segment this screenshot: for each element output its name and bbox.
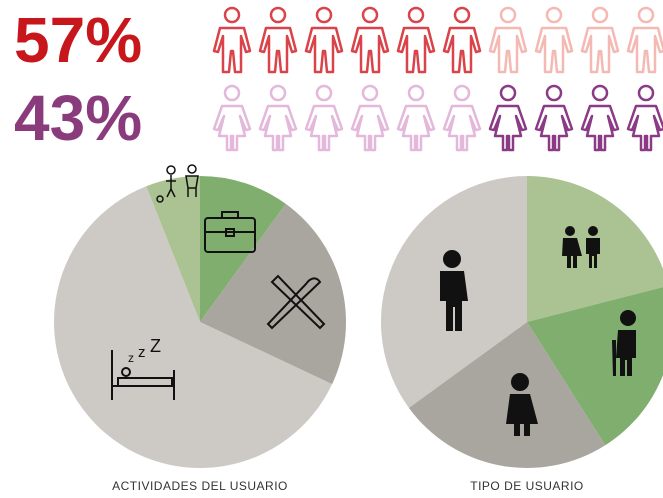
person-icon	[212, 6, 252, 74]
cutlery-icon	[266, 274, 326, 330]
kids-icon	[562, 226, 600, 268]
pie-title: ACTIVIDADES DEL USUARIO	[112, 479, 288, 493]
person-head	[637, 84, 655, 102]
person-body	[626, 104, 663, 152]
woman-icon	[506, 373, 538, 436]
person-body	[534, 104, 574, 152]
bed-icon: z z Z	[111, 336, 175, 400]
percentage-label: 57%	[14, 4, 142, 76]
person-icon	[580, 84, 620, 152]
person-body	[534, 26, 574, 74]
person-head	[361, 84, 379, 102]
pictogram: 57%43%	[14, 4, 663, 154]
person-head	[407, 6, 425, 24]
person-icon	[396, 84, 436, 152]
person-body	[304, 26, 344, 74]
person-head	[223, 84, 241, 102]
person-body	[350, 26, 390, 74]
briefcase-icon	[204, 211, 256, 253]
svg-text:Z: Z	[150, 336, 161, 356]
person-head	[269, 6, 287, 24]
person-body	[442, 26, 482, 74]
person-icon	[304, 84, 344, 152]
person-head	[499, 84, 517, 102]
person-icon	[580, 6, 620, 74]
person-body	[258, 104, 298, 152]
pie-slice	[408, 322, 606, 468]
person-head	[407, 84, 425, 102]
percentage-label: 43%	[14, 82, 142, 154]
person-body	[396, 104, 436, 152]
svg-text:z: z	[138, 344, 146, 361]
person-head	[269, 84, 287, 102]
person-icon	[442, 6, 482, 74]
person-head	[499, 6, 517, 24]
person-head	[545, 6, 563, 24]
person-head	[591, 84, 609, 102]
person-head	[637, 6, 655, 24]
person-body	[212, 26, 252, 74]
person-icon	[626, 84, 663, 152]
person-icon	[350, 6, 390, 74]
person-body	[304, 104, 344, 152]
pie-slice	[200, 203, 346, 385]
person-icon	[258, 84, 298, 152]
person-body	[626, 26, 663, 74]
person-body	[396, 26, 436, 74]
person-head	[315, 84, 333, 102]
pie-title: TIPO DE USUARIO	[470, 479, 584, 493]
person-body	[212, 104, 252, 152]
person-head	[591, 6, 609, 24]
person-icon	[212, 84, 252, 152]
man-icon	[440, 250, 468, 331]
pie-slice	[53, 186, 333, 469]
person-head	[453, 6, 471, 24]
svg-text:z: z	[128, 351, 134, 365]
person-body	[580, 26, 620, 74]
person-icon	[258, 6, 298, 74]
person-icon	[488, 6, 528, 74]
person-body	[442, 104, 482, 152]
person-head	[361, 6, 379, 24]
person-icon	[534, 6, 574, 74]
elderly-icon	[612, 310, 636, 376]
children-icon	[156, 164, 199, 203]
person-icon	[396, 6, 436, 74]
pie-slice	[146, 176, 200, 322]
person-body	[258, 26, 298, 74]
person-head	[223, 6, 241, 24]
person-icon	[350, 84, 390, 152]
person-body	[350, 104, 390, 152]
person-head	[315, 6, 333, 24]
icons: z z Z	[111, 164, 636, 436]
pies	[53, 176, 663, 469]
person-head	[545, 84, 563, 102]
person-body	[580, 104, 620, 152]
person-body	[488, 104, 528, 152]
person-body	[488, 26, 528, 74]
person-icon	[488, 84, 528, 152]
person-icon	[626, 6, 663, 74]
person-icon	[304, 6, 344, 74]
person-icon	[442, 84, 482, 152]
pie-slice	[527, 287, 663, 446]
person-head	[453, 84, 471, 102]
person-icon	[534, 84, 574, 152]
